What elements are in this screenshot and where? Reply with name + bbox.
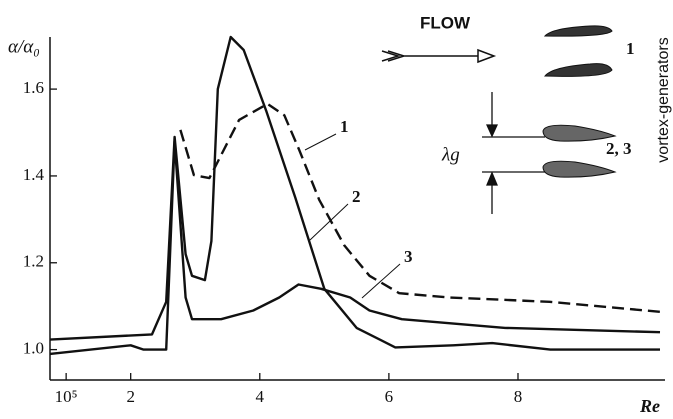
x-tick-label: 6 xyxy=(385,387,394,406)
series-label: 3 xyxy=(404,247,413,266)
side-label: vortex-generators xyxy=(655,37,672,162)
series-label: 2 xyxy=(352,187,361,206)
y-tick-label: 1.2 xyxy=(23,252,44,271)
label-leader xyxy=(304,133,337,151)
x-axis-label: Re xyxy=(639,396,660,416)
x-tick-label: 10⁵ xyxy=(55,387,78,406)
spacing-arrows xyxy=(482,92,545,214)
y-tick-label: 1.0 xyxy=(23,339,44,358)
vg-label: 2, 3 xyxy=(606,139,632,158)
label-leader xyxy=(361,263,401,299)
spacing-label: λg xyxy=(441,144,460,165)
x-tick-label: 4 xyxy=(256,387,265,406)
vortex-generators xyxy=(542,25,617,178)
y-tick-label: 1.4 xyxy=(23,165,45,184)
series-line xyxy=(49,140,661,356)
y-axis-label: α/α₀ xyxy=(8,36,40,57)
y-tick-label: 1.6 xyxy=(23,78,44,97)
vg-label: 1 xyxy=(626,39,635,58)
flow-arrow xyxy=(381,48,497,64)
label-leader xyxy=(309,203,349,241)
flow-label: FLOW xyxy=(420,13,471,32)
x-tick-label: 8 xyxy=(514,387,523,406)
x-tick-label: 2 xyxy=(126,387,135,406)
series-label: 1 xyxy=(340,117,349,136)
